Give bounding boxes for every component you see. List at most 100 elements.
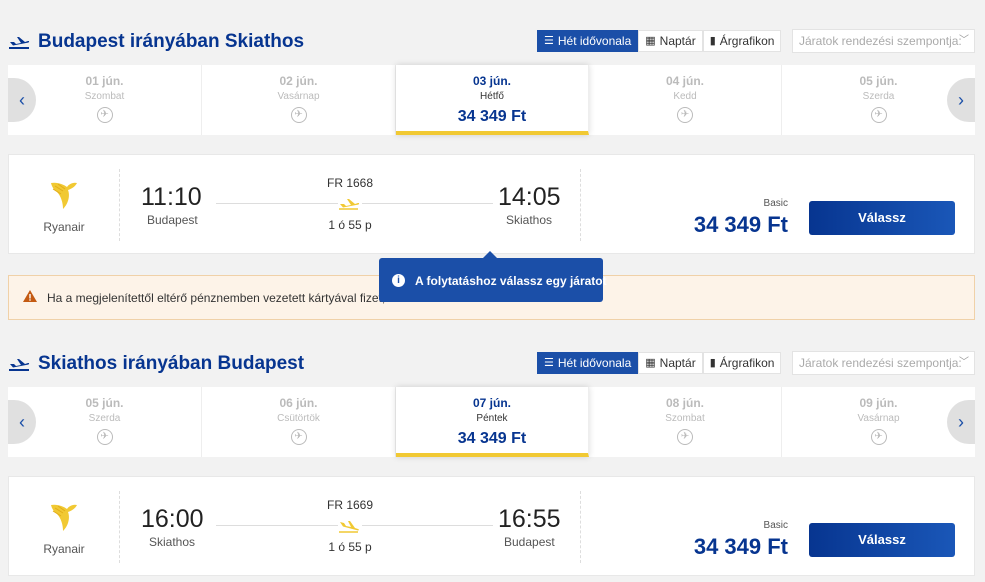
flight-duration: 1 ó 55 p [328,540,372,554]
list-icon: ☰ [544,35,554,47]
next-week-button[interactable]: › [947,400,975,444]
weekday-label: Szombat [84,91,125,102]
inbound-view-tabs: ☰ Hét idővonala ▦ Naptár ▮ Árgrafikon [537,352,782,374]
date-cell[interactable]: 09 jún. Vasárnap ✈ [782,387,975,457]
weekday-label: Kedd [673,91,697,102]
no-flight-icon: ✈ [870,107,887,123]
calendar-icon: ▦ [645,35,656,47]
date-cell[interactable]: 08 jún. Szombat ✈ [589,387,782,457]
date-cell[interactable]: 05 jún. Szerda ✈ [8,387,202,457]
flight-number: FR 1668 [326,176,374,190]
date-label: 02 jún. [279,74,318,88]
tooltip-message: A folytatáshoz válassz egy járatot [415,274,607,288]
fare-type: Basic [763,520,788,531]
arrival-time: 16:55 [498,505,561,533]
weekday-label: Vasárnap [277,91,320,102]
weekday-label: Szerda [862,91,895,102]
tab-label: Naptár [659,356,696,370]
arrival-city: Budapest [504,535,555,549]
no-flight-icon: ✈ [290,429,307,445]
weekday-label: Szombat [665,413,705,424]
date-label: 09 jún. [859,396,898,410]
plane-takeoff-icon [338,199,362,210]
date-label: 03 jún. [472,74,511,88]
arrival-city: Skiathos [506,213,553,227]
tab-label: Naptár [659,34,696,48]
sort-placeholder: Járatok rendezési szempontja: [799,356,962,370]
plane-takeoff-icon [9,359,30,371]
tab-calendar[interactable]: ▦ Naptár [638,30,703,52]
tab-label: Hét idővonala [557,356,632,370]
flight-duration: 1 ó 55 p [328,218,372,232]
tab-label: Hét idővonala [557,34,632,48]
fare-type: Basic [763,198,788,209]
fare-price: 34 349 Ft [693,534,788,559]
list-icon: ☰ [544,357,554,369]
next-week-button[interactable]: › [947,78,975,122]
divider [580,491,581,563]
select-flight-button[interactable]: Válassz [809,523,955,557]
date-cell[interactable]: 04 jún. Kedd ✈ [589,65,782,135]
chevron-down-icon: ﹀ [959,357,969,368]
sort-select[interactable]: Járatok rendezési szempontja: ﹀ [792,351,975,375]
date-cell[interactable]: 01 jún. Szombat ✈ [8,65,202,135]
date-label: 08 jún. [665,396,704,410]
airline-name: Ryanair [43,542,85,556]
date-cell[interactable]: 06 jún. Csütörtök ✈ [202,387,396,457]
bar-chart-icon: ▮ [709,357,716,369]
date-label: 05 jún. [85,396,124,410]
no-flight-icon: ✈ [870,429,887,445]
weekday-label: Vasárnap [857,413,900,424]
departure-time: 16:00 [141,505,204,533]
tab-price-chart[interactable]: ▮ Árgrafikon [702,352,782,374]
date-cell[interactable]: 02 jún. Vasárnap ✈ [202,65,396,135]
tab-week-timeline[interactable]: ☰ Hét idővonala [537,352,639,374]
info-icon: i [392,274,405,287]
inbound-title: Skiathos irányában Budapest [38,353,305,374]
date-cell[interactable]: 05 jún. Szerda ✈ [782,65,975,135]
select-flight-button[interactable]: Válassz [809,201,955,235]
weekday-label: Hétfő [480,91,504,102]
bar-chart-icon: ▮ [709,35,716,47]
divider [580,169,581,241]
no-flight-icon: ✈ [290,107,307,123]
warning-icon [23,290,37,302]
inbound-header: Skiathos irányában Budapest ☰ Hét idővona… [8,351,978,377]
outbound-flight-card[interactable]: Ryanair 11:10 Budapest FR 1668 1 ó 55 p … [8,154,975,254]
date-label: 05 jún. [859,74,898,88]
tab-label: Árgrafikon [719,34,775,48]
weekday-label: Szerda [88,413,121,424]
no-flight-icon: ✈ [677,429,693,445]
departure-time: 11:10 [141,183,202,211]
no-flight-icon: ✈ [96,429,113,445]
ryanair-logo-icon [51,504,77,531]
weekday-label: Csütörtök [277,413,320,424]
date-cell-selected[interactable]: 07 jún. Péntek 34 349 Ft [396,387,589,457]
outbound-title: Budapest irányában Skiathos [38,31,305,52]
chevron-down-icon: ﹀ [959,35,969,46]
arrival-time: 14:05 [498,183,561,211]
tab-price-chart[interactable]: ▮ Árgrafikon [702,30,782,52]
flight-number: FR 1669 [326,498,374,512]
outbound-date-strip: ‹ 01 jún. Szombat ✈ 02 jún. Vasárnap ✈ 0… [8,65,975,135]
tab-calendar[interactable]: ▦ Naptár [638,352,703,374]
outbound-header: Budapest irányában Skiathos ☰ Hét idővona… [8,29,978,55]
departure-city: Skiathos [149,535,196,549]
no-flight-icon: ✈ [96,107,113,123]
tab-week-timeline[interactable]: ☰ Hét idővonala [537,30,639,52]
warning-text: Ha a megjelenítettől eltérő pénznemben v… [47,291,396,305]
date-label: 07 jún. [472,396,511,410]
date-cell-selected[interactable]: 03 jún. Hétfő 34 349 Ft [396,65,589,135]
plane-takeoff-icon [9,37,30,49]
date-label: 01 jún. [85,74,124,88]
calendar-icon: ▦ [645,357,656,369]
no-flight-icon: ✈ [677,107,693,123]
inbound-flight-card[interactable]: Ryanair 16:00 Skiathos FR 1669 1 ó 55 p … [8,476,975,576]
inbound-date-strip: ‹ 05 jún. Szerda ✈ 06 jún. Csütörtök ✈ 0… [8,387,975,457]
date-label: 04 jún. [665,74,704,88]
select-flight-tooltip: i A folytatáshoz válassz egy járatot [379,251,607,302]
departure-city: Budapest [147,213,198,227]
date-label: 06 jún. [279,396,318,410]
fare-price: 34 349 Ft [693,212,788,237]
sort-select[interactable]: Járatok rendezési szempontja: ﹀ [792,29,975,53]
